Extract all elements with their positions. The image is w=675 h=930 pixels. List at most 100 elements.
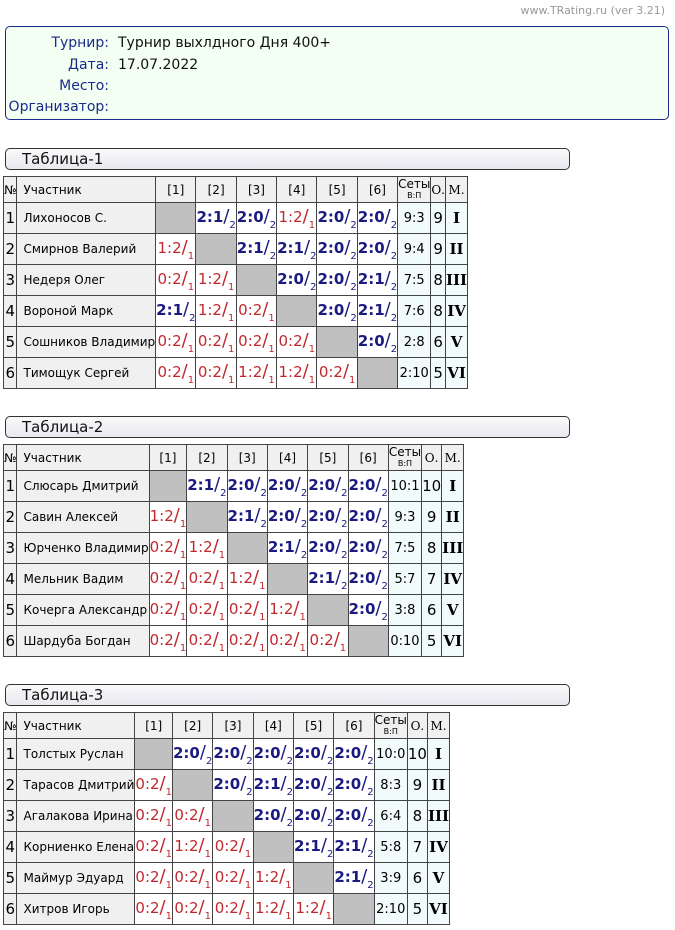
match-result[interactable]: 1:2/1 [195,295,237,327]
match-result[interactable]: 1:2/1 [195,264,237,296]
player-name[interactable]: Хитров Игорь [16,893,136,925]
match-result[interactable]: 2:1/2 [226,501,268,533]
match-result[interactable]: 2:1/2 [333,862,375,894]
match-result[interactable]: 0:2/1 [148,532,188,564]
match-result[interactable]: 0:2/1 [134,769,173,801]
player-name[interactable]: Маймур Эдуард [16,862,136,894]
player-name[interactable]: Недеря Олег [16,264,157,296]
match-result[interactable]: 2:0/2 [292,800,335,832]
match-result[interactable]: 1:2/1 [266,594,309,626]
match-result[interactable]: 1:2/1 [155,233,197,265]
match-result[interactable]: 0:2/1 [212,862,254,894]
match-result[interactable]: 0:2/1 [171,800,214,832]
match-result[interactable]: 2:0/2 [333,738,375,770]
match-result[interactable]: 0:2/1 [235,326,278,358]
match-result[interactable]: 1:2/1 [252,862,294,894]
match-result[interactable]: 2:0/2 [171,738,214,770]
player-name[interactable]: Шардуба Богдан [16,625,150,657]
match-result[interactable]: 2:1/2 [186,470,228,502]
match-result[interactable]: 2:0/2 [347,470,389,502]
player-name[interactable]: Савин Алексей [16,501,150,533]
match-result[interactable]: 2:0/2 [347,594,389,626]
match-result[interactable]: 2:0/2 [235,202,278,234]
player-name[interactable]: Юрченко Владимир [16,532,150,564]
match-result[interactable]: 2:0/2 [316,202,358,234]
match-result[interactable]: 2:0/2 [356,233,399,265]
match-result[interactable]: 2:0/2 [252,800,294,832]
match-result[interactable]: 2:1/2 [276,233,318,265]
match-result[interactable]: 2:0/2 [226,470,268,502]
match-result[interactable]: 0:2/1 [226,594,268,626]
match-result[interactable]: 2:0/2 [316,264,358,296]
match-result[interactable]: 2:0/2 [266,501,309,533]
match-result[interactable]: 2:0/2 [333,769,375,801]
match-result[interactable]: 2:1/2 [252,769,294,801]
match-result[interactable]: 0:2/1 [148,563,188,595]
match-result[interactable]: 0:2/1 [171,893,214,925]
match-result[interactable]: 0:2/1 [195,357,237,389]
match-result[interactable]: 2:0/2 [356,326,399,358]
match-result[interactable]: 0:2/1 [212,893,254,925]
match-result[interactable]: 2:0/2 [347,532,389,564]
match-result[interactable]: 0:2/1 [276,326,318,358]
match-result[interactable]: 0:2/1 [148,594,188,626]
match-result[interactable]: 2:1/2 [333,831,375,863]
match-result[interactable]: 1:2/1 [148,501,188,533]
match-result[interactable]: 2:1/2 [266,532,309,564]
match-result[interactable]: 2:0/2 [316,295,358,327]
match-result[interactable]: 1:2/1 [235,357,278,389]
match-result[interactable]: 0:2/1 [134,893,173,925]
match-result[interactable]: 0:2/1 [316,357,358,389]
match-result[interactable]: 0:2/1 [171,862,214,894]
player-name[interactable]: Тимощук Сергей [16,357,157,389]
player-name[interactable]: Смирнов Валерий [16,233,157,265]
match-result[interactable]: 0:2/1 [266,625,309,657]
match-result[interactable]: 2:0/2 [356,202,399,234]
player-name[interactable]: Агалакова Ирина [16,800,136,832]
player-name[interactable]: Слюсарь Дмитрий [16,470,150,502]
match-result[interactable]: 2:0/2 [307,501,349,533]
match-result[interactable]: 2:0/2 [276,264,318,296]
match-result[interactable]: 2:1/2 [307,563,349,595]
match-result[interactable]: 0:2/1 [148,625,188,657]
match-result[interactable]: 2:0/2 [333,800,375,832]
player-name[interactable]: Лихоносов С. [16,202,157,234]
player-name[interactable]: Тарасов Дмитрий [16,769,136,801]
match-result[interactable]: 0:2/1 [155,357,197,389]
match-result[interactable]: 2:0/2 [307,532,349,564]
player-name[interactable]: Толстых Руслан [16,738,136,770]
match-result[interactable]: 1:2/1 [171,831,214,863]
player-name[interactable]: Кочерга Александр [16,594,150,626]
match-result[interactable]: 0:2/1 [195,326,237,358]
player-name[interactable]: Сошников Владимир [16,326,157,358]
match-result[interactable]: 0:2/1 [186,594,228,626]
match-result[interactable]: 1:2/1 [292,893,335,925]
match-result[interactable]: 2:0/2 [347,501,389,533]
match-result[interactable]: 1:2/1 [276,357,318,389]
match-result[interactable]: 2:1/2 [292,831,335,863]
match-result[interactable]: 2:0/2 [252,738,294,770]
player-name[interactable]: Вороной Марк [16,295,157,327]
match-result[interactable]: 2:0/2 [347,563,389,595]
player-name[interactable]: Мельник Вадим [16,563,150,595]
match-result[interactable]: 2:1/2 [356,264,399,296]
version-link[interactable]: www.TRating.ru (ver 3.21) [520,4,665,17]
match-result[interactable]: 2:1/2 [155,295,197,327]
match-result[interactable]: 1:2/1 [186,532,228,564]
match-result[interactable]: 2:1/2 [195,202,237,234]
player-name[interactable]: Корниенко Елена [16,831,136,863]
match-result[interactable]: 1:2/1 [252,893,294,925]
match-result[interactable]: 0:2/1 [235,295,278,327]
match-result[interactable]: 0:2/1 [307,625,349,657]
match-result[interactable]: 0:2/1 [134,862,173,894]
match-result[interactable]: 0:2/1 [155,264,197,296]
match-result[interactable]: 2:0/2 [266,470,309,502]
match-result[interactable]: 2:0/2 [212,738,254,770]
match-result[interactable]: 0:2/1 [186,563,228,595]
match-result[interactable]: 0:2/1 [134,831,173,863]
match-result[interactable]: 1:2/1 [276,202,318,234]
match-result[interactable]: 2:0/2 [292,738,335,770]
match-result[interactable]: 1:2/1 [226,563,268,595]
match-result[interactable]: 0:2/1 [155,326,197,358]
match-result[interactable]: 2:0/2 [307,470,349,502]
